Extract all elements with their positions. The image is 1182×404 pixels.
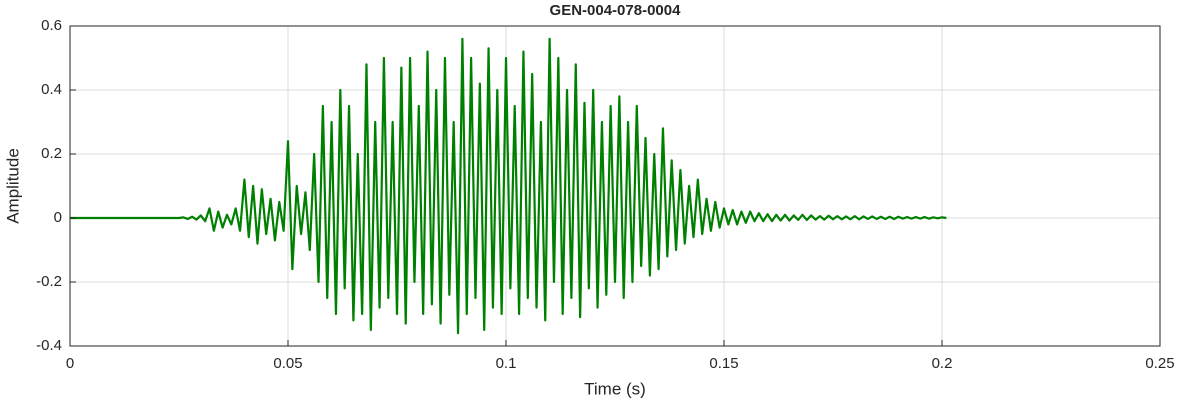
- chart-title: GEN-004-078-0004: [550, 2, 682, 19]
- plot-area: [70, 26, 1160, 346]
- x-tick-label: 0.2: [932, 355, 953, 372]
- ticks: 0 0.05 0.1 0.15 0.2 0.25 -0.4 -0.2 0 0.2 0.4 0.6: [36, 17, 1174, 372]
- x-tick-label: 0.15: [709, 355, 738, 372]
- x-axis-label: Time (s): [584, 379, 646, 398]
- y-axis-label: Amplitude: [3, 148, 22, 224]
- lines: [70, 37, 947, 335]
- waveform-line: [70, 37, 947, 335]
- y-tick-label: 0: [54, 209, 62, 226]
- x-tick-label: 0: [66, 355, 74, 372]
- y-tick-label: 0.4: [41, 81, 62, 98]
- axes-box: [69, 25, 1161, 347]
- y-tick-label: 0.6: [41, 17, 62, 34]
- y-tick-label: -0.4: [36, 337, 62, 354]
- y-tick-label: -0.2: [36, 273, 62, 290]
- y-tick-label: 0.2: [41, 145, 62, 162]
- x-tick-label: 0.05: [273, 355, 302, 372]
- x-tick-label: 0.25: [1145, 355, 1174, 372]
- x-tick-label: 0.1: [496, 355, 517, 372]
